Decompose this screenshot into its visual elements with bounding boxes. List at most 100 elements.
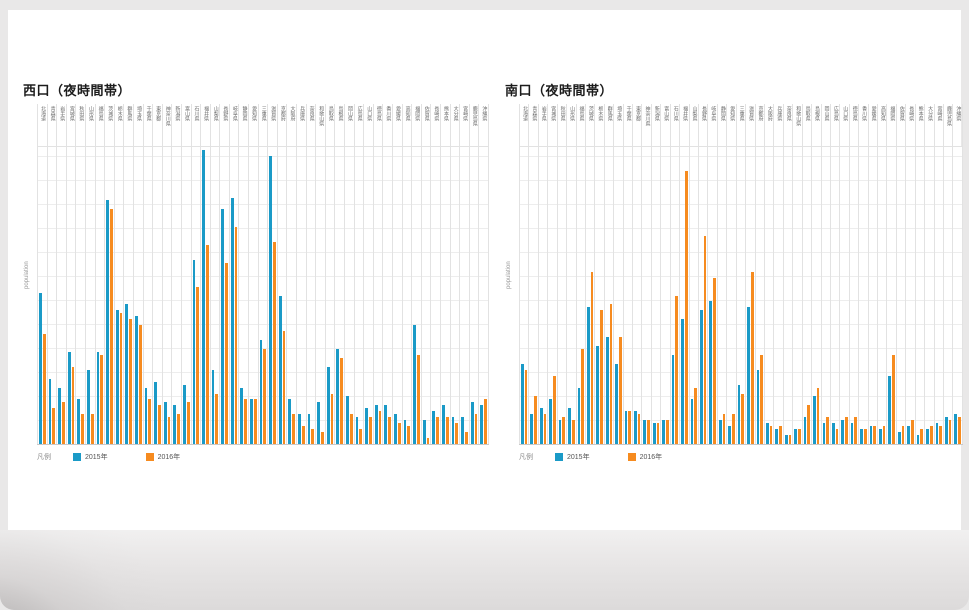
bar-2015年[interactable]	[671, 354, 675, 444]
bar-2016年[interactable]	[397, 423, 401, 444]
bar-2015年[interactable]	[652, 423, 656, 444]
bar-2015年[interactable]	[441, 405, 445, 444]
bar-2016年[interactable]	[628, 411, 632, 444]
bar-2015年[interactable]	[568, 408, 571, 444]
bar-2015年[interactable]	[250, 399, 253, 444]
bar-2016年[interactable]	[378, 411, 382, 444]
bar-2015年[interactable]	[794, 429, 797, 444]
bar-2015年[interactable]	[336, 348, 340, 444]
bar-2016年[interactable]	[863, 429, 867, 444]
bar-2016年[interactable]	[835, 429, 839, 444]
bar-2015年[interactable]	[662, 420, 666, 444]
bar-2015年[interactable]	[803, 417, 807, 444]
bar-2015年[interactable]	[480, 405, 484, 444]
bar-2016年[interactable]	[225, 262, 228, 444]
bar-2015年[interactable]	[605, 337, 609, 444]
bar-2015年[interactable]	[700, 310, 703, 444]
bar-2016年[interactable]	[416, 354, 420, 444]
bar-2016年[interactable]	[581, 348, 584, 444]
bar-2016年[interactable]	[647, 420, 650, 444]
bar-2016年[interactable]	[129, 319, 132, 444]
bar-2016年[interactable]	[167, 417, 171, 444]
bar-2015年[interactable]	[355, 417, 359, 444]
bar-2015年[interactable]	[822, 423, 826, 444]
bar-2016年[interactable]	[760, 354, 763, 444]
bar-2016年[interactable]	[484, 399, 487, 444]
bar-2015年[interactable]	[530, 414, 534, 444]
bar-2015年[interactable]	[298, 414, 301, 444]
bar-2015年[interactable]	[954, 414, 958, 444]
bar-2015年[interactable]	[643, 420, 647, 444]
bar-2015年[interactable]	[173, 405, 177, 444]
bar-2015年[interactable]	[461, 417, 464, 444]
bar-2016年[interactable]	[215, 393, 219, 444]
bar-2016年[interactable]	[524, 369, 528, 444]
bar-2015年[interactable]	[278, 295, 282, 444]
bar-2016年[interactable]	[929, 426, 933, 444]
bar-2015年[interactable]	[77, 399, 81, 444]
bar-2016年[interactable]	[464, 432, 468, 444]
bar-2016年[interactable]	[552, 375, 556, 444]
bar-2016年[interactable]	[100, 354, 104, 444]
bar-2016年[interactable]	[562, 417, 566, 444]
bar-2015年[interactable]	[365, 408, 368, 444]
bar-2016年[interactable]	[119, 313, 123, 444]
bar-2015年[interactable]	[681, 319, 684, 444]
bar-2016年[interactable]	[797, 429, 801, 444]
bar-2016年[interactable]	[788, 435, 792, 444]
bar-2016年[interactable]	[590, 271, 594, 444]
bar-2015年[interactable]	[888, 375, 892, 444]
bar-2016年[interactable]	[826, 417, 829, 444]
bar-2016年[interactable]	[426, 438, 430, 444]
bar-2015年[interactable]	[813, 396, 816, 444]
bar-2016年[interactable]	[321, 432, 324, 444]
bar-2016年[interactable]	[722, 414, 726, 444]
bar-2016年[interactable]	[920, 429, 924, 444]
bar-2016年[interactable]	[609, 304, 613, 444]
bar-2015年[interactable]	[521, 363, 524, 444]
bar-2016年[interactable]	[948, 420, 952, 444]
legend-item-2016[interactable]: 2016年	[145, 452, 180, 462]
bar-2015年[interactable]	[259, 340, 263, 444]
bar-2015年[interactable]	[384, 405, 388, 444]
bar-2015年[interactable]	[403, 420, 407, 444]
bar-2016年[interactable]	[816, 387, 820, 444]
legend-item-2015[interactable]: 2015年	[555, 452, 590, 462]
bar-2015年[interactable]	[182, 384, 186, 444]
bar-2016年[interactable]	[234, 227, 238, 444]
bar-2015年[interactable]	[106, 200, 109, 444]
bar-2015年[interactable]	[202, 149, 205, 444]
bar-2016年[interactable]	[656, 423, 660, 444]
bar-2016年[interactable]	[311, 429, 315, 444]
bar-2015年[interactable]	[67, 351, 71, 444]
bar-2016年[interactable]	[292, 414, 296, 444]
bar-2016年[interactable]	[694, 387, 697, 444]
bar-2015年[interactable]	[269, 155, 273, 444]
bar-2016年[interactable]	[253, 399, 257, 444]
bar-2016年[interactable]	[684, 170, 688, 444]
bar-2015年[interactable]	[944, 417, 948, 444]
bar-2016年[interactable]	[330, 393, 334, 444]
bar-2016年[interactable]	[157, 405, 161, 444]
bar-2015年[interactable]	[432, 411, 436, 444]
bar-2016年[interactable]	[769, 426, 773, 444]
bar-2015年[interactable]	[326, 366, 330, 444]
bar-2016年[interactable]	[600, 310, 603, 444]
bar-2015年[interactable]	[624, 411, 628, 444]
bar-2016年[interactable]	[779, 426, 782, 444]
bar-2016年[interactable]	[407, 426, 411, 444]
bar-2015年[interactable]	[39, 292, 42, 444]
bar-2016年[interactable]	[534, 396, 537, 444]
bar-2015年[interactable]	[831, 423, 835, 444]
bar-2016年[interactable]	[703, 236, 707, 444]
bar-2015年[interactable]	[86, 369, 90, 444]
bar-2015年[interactable]	[765, 423, 769, 444]
bar-2016年[interactable]	[675, 295, 679, 444]
bar-2016年[interactable]	[368, 417, 372, 444]
bar-2016年[interactable]	[359, 429, 363, 444]
bar-2016年[interactable]	[148, 399, 152, 444]
bar-2016年[interactable]	[61, 402, 65, 444]
bar-2016年[interactable]	[666, 420, 669, 444]
bar-2015年[interactable]	[144, 387, 148, 444]
bar-2015年[interactable]	[596, 346, 600, 444]
